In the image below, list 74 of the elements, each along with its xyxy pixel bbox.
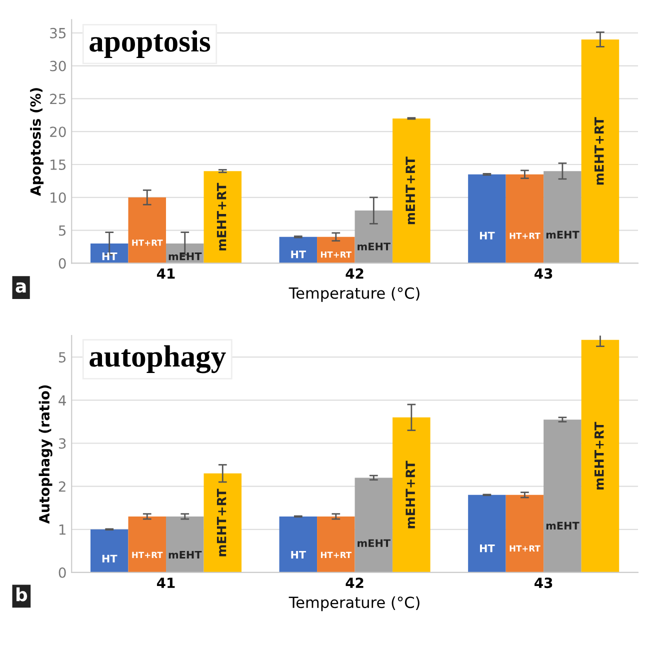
- bar: [204, 171, 242, 264]
- text: b: [16, 587, 28, 602]
- text: mEHT: [546, 522, 580, 530]
- y-tick-label: 0: [58, 567, 66, 578]
- bar: [506, 174, 544, 264]
- bar: [544, 420, 582, 572]
- text: HT: [291, 550, 306, 559]
- y-tick-label: 0: [58, 258, 66, 269]
- y-axis-title: Apoptosis (%): [30, 88, 44, 196]
- bar: [90, 529, 128, 572]
- bar: [544, 171, 582, 264]
- bar: [166, 516, 204, 572]
- text: mEHT: [358, 242, 391, 250]
- series-label: HT+RT: [132, 552, 163, 558]
- text: mEHT: [358, 539, 391, 547]
- y-tick-label: 1: [59, 524, 66, 535]
- chart-title: apoptosis: [90, 30, 210, 58]
- x-tick-label: 42: [346, 268, 364, 279]
- x-tick-label: 43: [534, 268, 552, 279]
- y-tick-label: 4: [58, 395, 66, 406]
- x-tick-label: 41: [156, 578, 175, 588]
- text: HT+RT: [510, 545, 540, 552]
- bar: [354, 210, 393, 264]
- text: HT: [480, 544, 495, 552]
- y-tick-label: 10: [50, 192, 66, 203]
- series-label: mEHT: [168, 252, 202, 260]
- bar: [392, 118, 430, 264]
- x-axis-title: Temperature (°C): [288, 287, 420, 302]
- series-label: HT: [102, 554, 118, 562]
- bar: [279, 516, 318, 572]
- bar: [279, 236, 318, 264]
- bar: [581, 39, 620, 264]
- y-tick-label: 25: [50, 94, 66, 104]
- x-tick-label: 42: [346, 578, 364, 588]
- text: a: [16, 282, 26, 293]
- bar: [128, 516, 166, 572]
- bar: [468, 174, 506, 264]
- y-tick-label: 2: [58, 481, 66, 492]
- bar: [317, 236, 355, 264]
- text: HT: [480, 232, 495, 240]
- x-tick-label: 41: [156, 268, 175, 279]
- y-tick-label: 15: [50, 160, 66, 170]
- text: mEHT+RT: [406, 156, 415, 224]
- y-tick-label: 3: [58, 438, 66, 449]
- y-axis-title: Autophagy (ratio): [38, 385, 52, 524]
- text: mEHT+RT: [216, 488, 226, 556]
- series-label: mEHT+RT: [594, 422, 604, 490]
- y-tick-label: 5: [58, 352, 66, 363]
- series-label: mEHT: [168, 550, 202, 559]
- bar: [204, 473, 242, 572]
- y-tick-label: 5: [58, 225, 66, 236]
- series-label: HT+RT: [132, 240, 163, 246]
- text: mEHT+RT: [594, 117, 604, 185]
- x-tick-label: 43: [534, 578, 552, 588]
- series-label: HT: [102, 252, 118, 260]
- bar: [354, 478, 393, 572]
- series-label: mEHT+RT: [216, 182, 226, 250]
- y-tick-label: 20: [50, 126, 66, 138]
- text: HT+RT: [320, 552, 352, 558]
- bar: [468, 494, 506, 572]
- x-axis-title: Temperature (°C): [288, 596, 420, 612]
- text: mEHT+RT: [406, 460, 415, 528]
- chart-title: autophagy: [90, 345, 226, 374]
- y-tick-label: 35: [50, 28, 66, 38]
- text: mEHT: [546, 230, 580, 238]
- bar: [317, 516, 355, 572]
- text: HT+RT: [510, 232, 540, 239]
- text: HT+RT: [320, 252, 352, 258]
- y-tick-label: 30: [50, 60, 66, 72]
- text: HT: [291, 250, 306, 258]
- bar: [506, 494, 544, 572]
- bar: [581, 340, 620, 572]
- bar: [392, 417, 430, 572]
- bar: [128, 197, 166, 264]
